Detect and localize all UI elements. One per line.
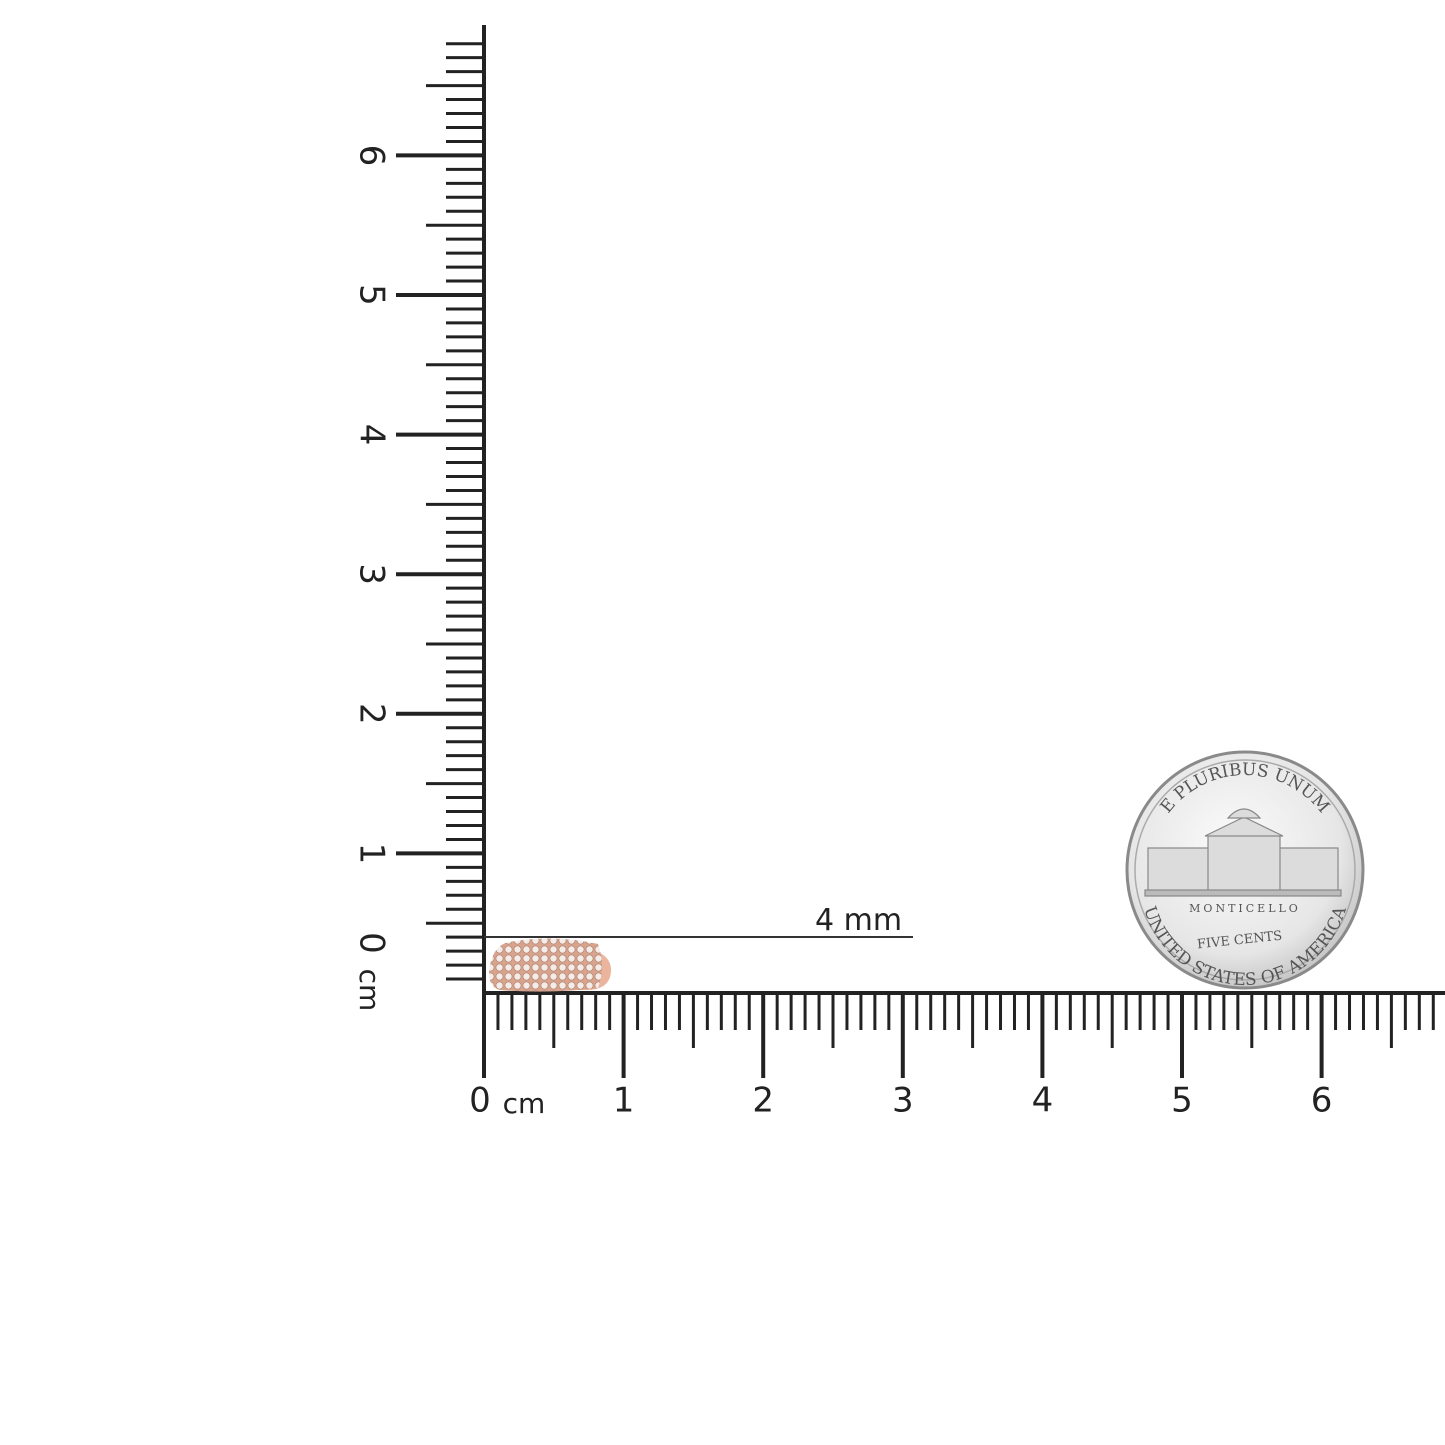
vertical-label-0: 0: [352, 932, 392, 954]
nickel-coin: E PLURIBUS UNUM MONTICELLO FIVE CENTS UN…: [1125, 750, 1365, 990]
horizontal-label-0: 0: [469, 1081, 491, 1121]
horizontal-label-5: 5: [1171, 1081, 1193, 1121]
vertical-label-1: 1: [352, 843, 392, 865]
ruler-ticks: [396, 25, 1445, 1078]
ring-pave-diamonds: [489, 938, 602, 992]
horizontal-label-3: 3: [892, 1081, 914, 1121]
vertical-label-6: 6: [352, 145, 392, 167]
vertical-label-4: 4: [352, 424, 392, 446]
vertical-unit-label: cm: [353, 969, 386, 1012]
dimension-label: 4 mm: [815, 903, 902, 938]
horizontal-unit-label: cm: [503, 1087, 546, 1120]
monticello-building-icon: [1144, 808, 1342, 897]
horizontal-label-1: 1: [613, 1081, 635, 1121]
horizontal-label-6: 6: [1311, 1081, 1333, 1121]
horizontal-label-4: 4: [1032, 1081, 1054, 1121]
horizontal-label-2: 2: [752, 1081, 774, 1121]
vertical-label-2: 2: [352, 703, 392, 725]
ruler-labels: 0 1 2 3 4 5 6 cm 0 1 2 3 4 5 6 cm: [352, 145, 1333, 1121]
vertical-label-3: 3: [352, 563, 392, 585]
vertical-label-5: 5: [352, 284, 392, 306]
ring-product: [489, 938, 612, 992]
coin-building-text: MONTICELLO: [1189, 902, 1301, 915]
